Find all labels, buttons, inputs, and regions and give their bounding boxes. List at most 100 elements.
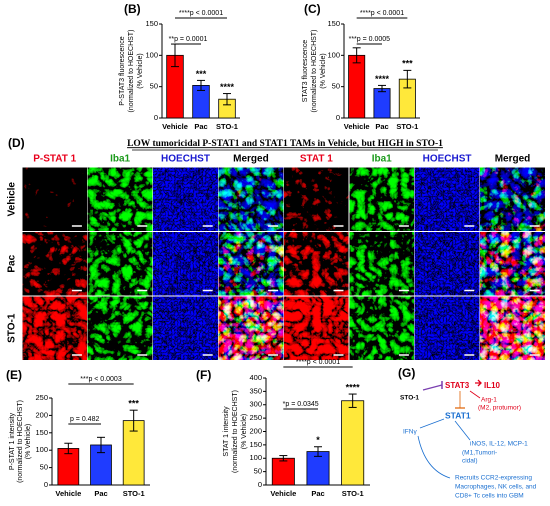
x-tick-label: Pac [375,122,388,131]
error-bar [348,393,357,408]
ifng-label: IFNγ [403,429,417,436]
m1-label: cidal) [462,458,478,465]
column-header: STAT 1 [300,154,333,165]
panel-label: (B) [124,2,141,16]
error-bar [314,446,322,457]
significance-label: **** [346,382,361,392]
error-bar [279,455,288,462]
micrograph [153,232,218,296]
panel-label: (C) [304,2,321,16]
micrograph [349,167,414,231]
comparison-label: ****p < 0.0001 [296,359,340,366]
x-tick-label: Pac [194,122,207,131]
x-tick-label: STO-1 [396,122,418,131]
y-tick-label: 50 [332,82,340,91]
column-header: Iba1 [110,154,130,165]
bar [341,400,365,486]
y-tick-label: 50 [40,463,48,472]
x-tick-label: STO-1 [123,489,145,498]
panel-label: (E) [6,368,22,382]
y-tick-label: 150 [327,19,340,28]
y-tick-label: 0 [258,480,262,489]
micrograph [284,232,349,296]
comparison-label: p = 0.482 [70,416,99,423]
error-bar [64,442,73,455]
comparison-label: ***p = 0.0005 [349,36,391,43]
y-axis-label: (normalized to HOECHST) [128,30,135,113]
y-tick-label: 50 [254,467,262,476]
error-bar [197,79,205,91]
panel-title: LOW tumoricidal P-STAT1 and STAT1 TAMs i… [127,139,443,149]
micrograph [22,232,87,296]
y-tick-label: 150 [35,428,48,437]
arrow [419,418,445,429]
significance-label: **** [375,74,390,84]
column-header: Iba1 [372,154,392,165]
bar [373,88,391,119]
significance-label: *** [402,59,413,69]
y-tick-label: 350 [249,386,262,395]
stat1-label: STAT1 [445,410,471,420]
micrograph [480,232,545,296]
micrograph [349,296,414,360]
y-axis-label: STAT 1 intensity [223,406,230,457]
micrograph [414,167,480,231]
micrograph [22,167,87,231]
row-label: STO-1 [7,313,18,343]
y-axis-label: P-STAT 1 intensity [9,412,16,470]
column-header: HOECHST [423,154,472,165]
x-tick-label: Vehicle [162,122,188,131]
m1-label: (M1,Tumori- [462,450,497,457]
micrograph [284,296,349,360]
arrow [417,435,451,479]
x-tick-label: Vehicle [344,122,370,131]
y-tick-label: 150 [145,19,158,28]
y-tick-label: 250 [249,413,262,422]
arg1-label: Arg-1 [481,397,497,404]
m2-label: (M2, protumor) [478,405,521,412]
arrow [469,390,481,399]
panel-label: (G) [398,366,415,380]
y-tick-label: 100 [327,50,340,59]
error-bar [97,436,105,454]
m1-genes: iNOS, IL-12, MCP-1 [470,441,528,448]
y-axis-label: (% Vehicle) [241,414,248,449]
y-axis-label: (normalized to HOECHST) [232,390,239,473]
arrow [454,420,471,441]
recruit-text: CD8+ Tc cells into GBM [455,493,524,500]
pathway-diagram: (G) STO-1 STAT3 IL10 Arg-1 (M2, protumor… [398,366,537,500]
y-axis-label: (% Vehicle) [25,424,32,459]
y-tick-label: 150 [249,440,262,449]
y-tick-label: 300 [249,400,262,409]
row-label: Vehicle [7,182,18,217]
error-bar [403,69,412,89]
column-header: Merged [233,154,269,165]
micrograph [414,232,480,296]
significance-label: * [316,435,320,445]
x-tick-label: Pac [311,489,324,498]
y-tick-label: 200 [35,410,48,419]
micrograph [480,296,545,360]
inhibit-line [422,384,443,391]
y-tick-label: 400 [249,373,262,382]
y-axis-label: (% Vehicle) [137,53,144,88]
comparison-label: *p = 0.0345 [283,401,319,408]
column-header: P-STAT 1 [33,154,76,165]
error-bar [129,409,138,432]
y-tick-label: 100 [145,50,158,59]
micrograph [218,167,284,231]
micrograph [480,167,545,231]
y-axis-label: (% Vehicle) [320,53,327,88]
significance-label: *** [128,399,139,409]
arrow [475,379,482,387]
micrograph [218,232,284,296]
micrograph [218,296,284,360]
recruit-text: Recruits CCR2-expressing [455,475,532,482]
y-axis-label: STAT3 fluorescence [302,40,309,102]
y-tick-label: 0 [44,480,48,489]
error-bar [223,93,231,106]
micrograph [414,296,480,360]
micrograph [284,167,349,231]
y-tick-label: 100 [249,453,262,462]
